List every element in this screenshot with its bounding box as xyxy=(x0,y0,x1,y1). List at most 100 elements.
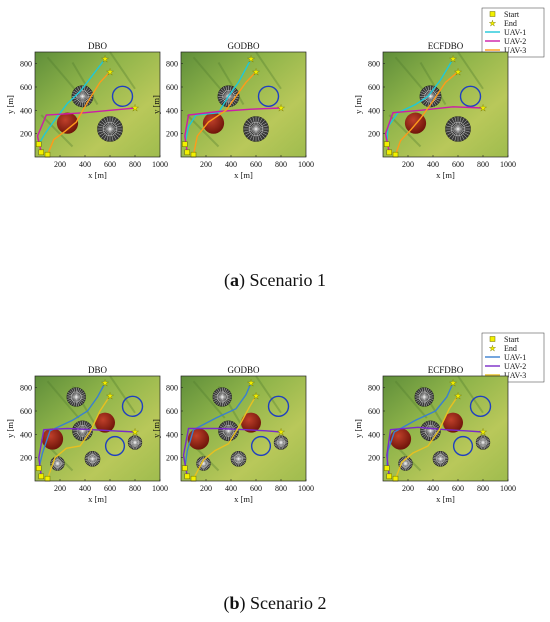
obstacle-spoke xyxy=(427,96,431,107)
obstacle-spoke xyxy=(219,96,229,102)
end-marker: ★ xyxy=(277,103,285,113)
obstacle-spoke xyxy=(214,392,223,398)
terrain-ridge xyxy=(46,56,80,95)
obstacle-spoke xyxy=(440,454,448,460)
obstacle-spoke xyxy=(440,456,448,460)
obstacle-spoke xyxy=(274,442,282,447)
obstacle-spoke xyxy=(134,437,141,443)
obstacle-spoke xyxy=(427,421,431,431)
obstacle-spoke xyxy=(280,442,285,449)
end-marker: ★ xyxy=(101,378,109,388)
chart-panel-2: ★ ★ ★ GODBO 200 400 600 800 1000 200 400 600 800 x [m… xyxy=(151,41,314,180)
obstacle-spoke xyxy=(220,88,229,97)
obstacle-spoke xyxy=(436,452,441,459)
start-marker xyxy=(184,149,190,156)
x-tick-label: 600 xyxy=(104,484,116,493)
obstacle-spoke xyxy=(92,458,100,463)
obstacle-spoke xyxy=(457,128,462,142)
obstacle-spoke xyxy=(430,422,436,431)
obstacle-spoke xyxy=(76,388,82,398)
chart-title: GODBO xyxy=(227,365,260,375)
start-marker xyxy=(44,475,51,482)
obstacle-spoke xyxy=(482,442,487,449)
obstacle-spoke xyxy=(109,128,117,140)
obstacle-spoke xyxy=(82,93,93,97)
y-axis-label: y [m] xyxy=(5,95,15,114)
axes-box xyxy=(382,375,509,482)
start-marker xyxy=(182,465,188,471)
obstacle-spoke xyxy=(85,456,93,460)
obstacle-spoke xyxy=(219,90,229,97)
y-tick-label: 800 xyxy=(368,384,380,393)
caption-text-a: ) Scenario 1 xyxy=(239,270,326,290)
start-marker xyxy=(384,465,390,471)
obstacle-spoke xyxy=(457,116,462,130)
obstacle-spoke xyxy=(69,390,77,398)
obstacle-spoke xyxy=(231,456,239,460)
obstacle-spoke xyxy=(479,442,484,449)
obstacle-spoke xyxy=(57,461,65,464)
obstacle-spoke xyxy=(71,388,77,398)
obstacle-spoke xyxy=(482,440,490,443)
end-marker: ★ xyxy=(449,54,457,64)
obstacle-spoke xyxy=(134,435,137,443)
obstacle-ring xyxy=(53,459,62,468)
obstacle-spoke xyxy=(231,458,239,461)
y-tick-label: 800 xyxy=(368,60,380,69)
obstacle-spoke xyxy=(238,458,243,466)
obstacle-spoke xyxy=(440,458,448,461)
x-axis-label: x [m] xyxy=(436,170,455,180)
obstacle-spoke xyxy=(403,463,406,471)
obstacle-spoke xyxy=(421,396,425,407)
obstacle-ring xyxy=(222,425,235,437)
obstacle-spoke xyxy=(53,463,58,470)
red-obstacle xyxy=(202,112,225,134)
start-marker xyxy=(182,141,188,147)
obstacle-spoke xyxy=(454,116,459,130)
x-axis-label: x [m] xyxy=(234,494,253,504)
obstacle-spoke xyxy=(233,458,239,465)
obstacle-spoke xyxy=(82,88,91,97)
terrain-ridge xyxy=(109,375,136,414)
end-marker: ★ xyxy=(454,67,462,77)
x-tick-label: 400 xyxy=(225,160,237,169)
obstacle-spoke xyxy=(106,116,111,130)
obstacle-spoke xyxy=(92,456,100,460)
obstacle-spoke xyxy=(129,437,136,443)
obstacle-spoke xyxy=(405,463,408,471)
terrain-ridge xyxy=(109,51,136,90)
x-tick-label: 400 xyxy=(79,160,91,169)
obstacle-spoke xyxy=(436,458,441,466)
obstacle-spoke xyxy=(99,122,111,130)
obstacle-spoke xyxy=(433,458,441,461)
obstacle-spoke xyxy=(67,396,77,400)
end-marker: ★ xyxy=(454,391,462,401)
x-tick-label: 800 xyxy=(477,160,489,169)
obstacle-spoke xyxy=(92,453,98,459)
obstacle-spoke xyxy=(430,421,434,431)
obstacle-spoke xyxy=(430,430,440,437)
start-marker xyxy=(384,141,390,147)
obstacle-spoke xyxy=(103,118,111,130)
obstacle-spoke xyxy=(57,458,63,464)
path-uav-1 xyxy=(38,58,106,145)
obstacle-ring xyxy=(216,391,228,403)
obstacle-spoke xyxy=(128,442,136,445)
red-obstacle xyxy=(443,412,463,433)
obstacle-spoke xyxy=(128,440,136,443)
y-tick-label: 800 xyxy=(166,60,178,69)
terrain-ridge xyxy=(255,51,282,90)
obstacle-spoke xyxy=(447,122,459,130)
obstacle-spoke xyxy=(222,390,230,398)
obstacle-spoke xyxy=(435,453,441,459)
obstacle-spoke xyxy=(449,120,459,130)
obstacle-spoke xyxy=(451,118,459,130)
obstacle-spoke xyxy=(424,396,432,404)
x-tick-label: 800 xyxy=(275,484,287,493)
obstacle-spoke xyxy=(203,463,211,466)
obstacle-spoke xyxy=(203,463,206,471)
obstacle-spoke xyxy=(222,396,231,402)
obstacle-spoke xyxy=(481,442,484,450)
obstacle-spoke xyxy=(222,387,225,398)
